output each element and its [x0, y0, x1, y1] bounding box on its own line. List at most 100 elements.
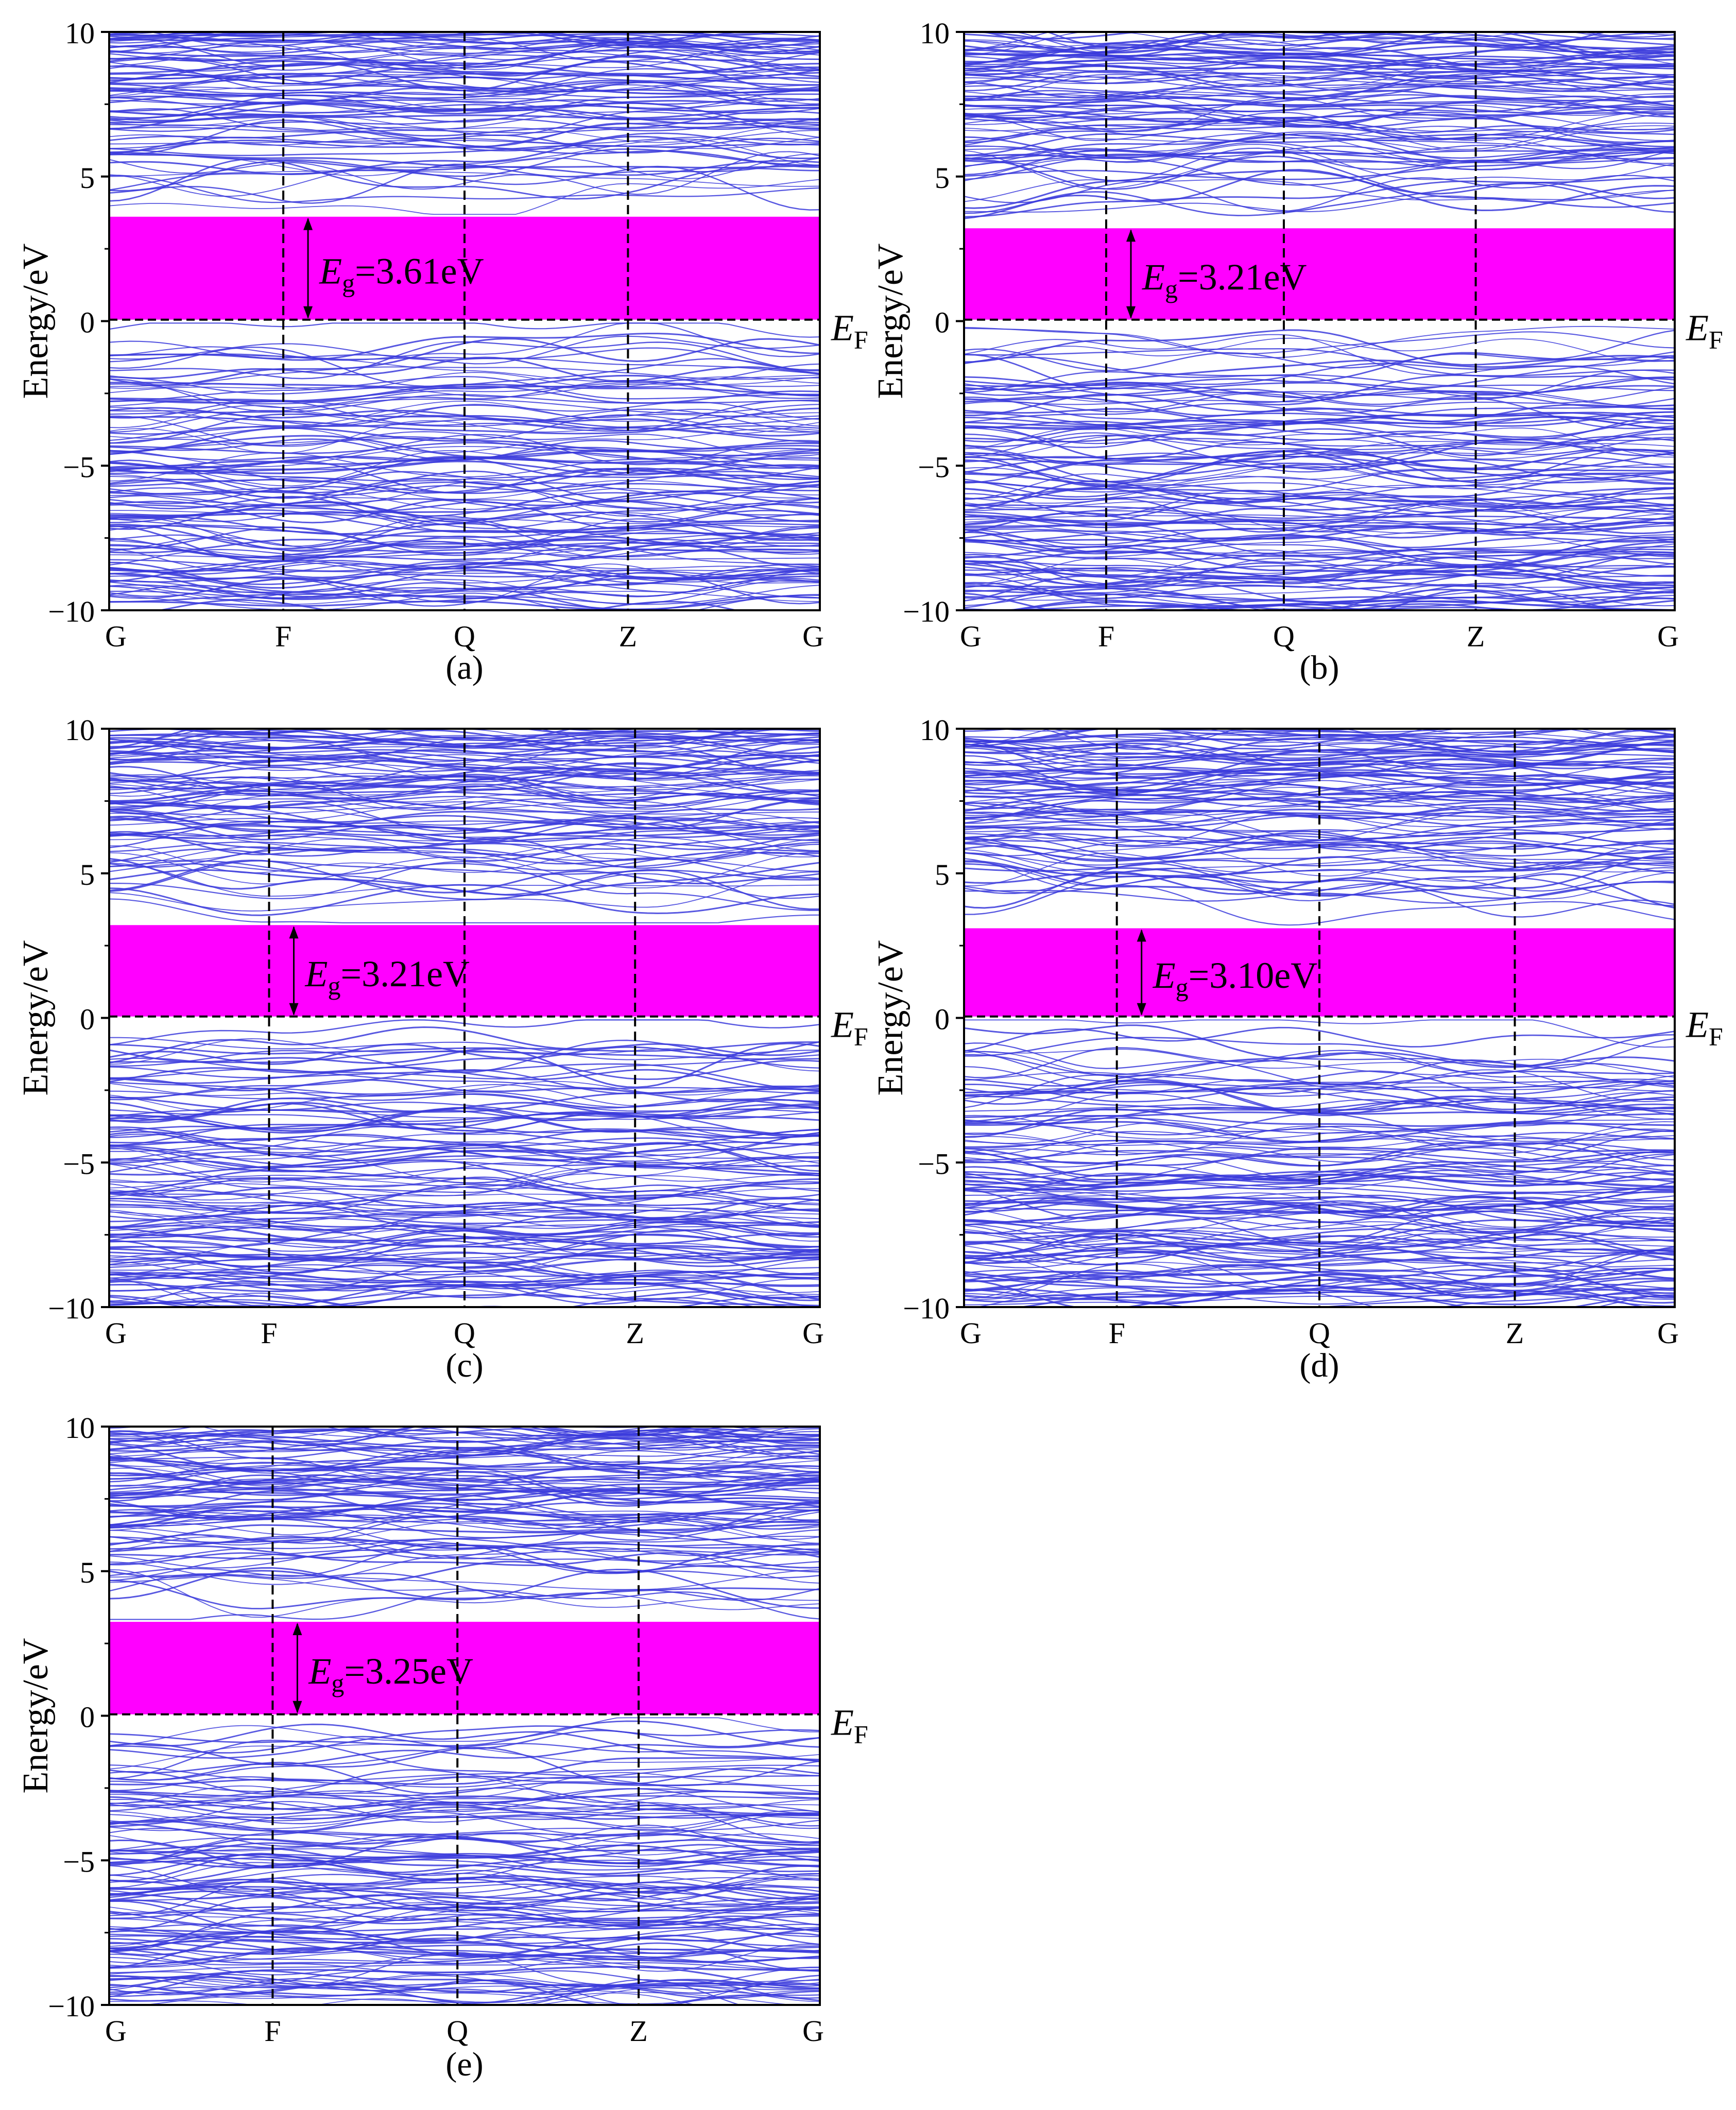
band-line: [964, 530, 1675, 558]
band-line: [964, 63, 1675, 80]
band-line: [109, 1878, 820, 1901]
band-line: [109, 1569, 820, 1590]
band-line: [109, 729, 715, 739]
band-line: [109, 1132, 820, 1162]
k-point-label: Q: [1273, 620, 1295, 653]
band-line: [109, 135, 820, 176]
band-line: [109, 404, 820, 428]
band-line: [964, 1166, 1675, 1193]
band-line: [964, 182, 1675, 216]
band-line: [964, 111, 1675, 135]
band-line: [964, 499, 1675, 519]
band-line: [109, 1913, 820, 1950]
k-point-label: Z: [1467, 620, 1485, 653]
band-line: [109, 1962, 820, 1974]
band-line: [964, 554, 1675, 587]
y-tick-label: 10: [65, 713, 95, 747]
band-line: [109, 1837, 820, 1866]
band-gap-region: [964, 228, 1675, 320]
fermi-label: EF: [1686, 1004, 1723, 1051]
band-line: [964, 1121, 1675, 1143]
band-line: [964, 572, 1675, 602]
gap-label: Eg=3.21eV: [305, 953, 470, 1000]
y-axis-label: Energy/eV: [871, 244, 910, 399]
band-line: [964, 427, 1675, 450]
k-point-label: G: [802, 2014, 824, 2048]
band-line: [109, 1569, 820, 1618]
band-line: [109, 1409, 820, 1425]
band-line: [964, 328, 1675, 354]
band-line: [964, 95, 1675, 107]
band-line: [1040, 729, 1675, 750]
band-line: [109, 89, 820, 110]
band-line: [109, 1523, 820, 1545]
k-point-label: Z: [629, 2014, 647, 2048]
band-line: [964, 376, 1675, 400]
band-line: [109, 518, 820, 549]
y-tick-label: −10: [903, 1292, 950, 1325]
band-line: [109, 1811, 820, 1835]
band-line: [964, 416, 1675, 431]
band-line: [109, 1828, 820, 1852]
band-line: [964, 1147, 1675, 1163]
band-line: [109, 1768, 820, 1791]
band-line: [964, 1034, 1675, 1067]
k-point-label: Q: [446, 2014, 468, 2048]
band-line: [964, 856, 1675, 878]
gap-arrow-head-top: [1137, 929, 1146, 942]
k-point-label: Z: [1506, 1316, 1524, 1350]
band-line: [1438, 1292, 1675, 1307]
band-line: [109, 729, 820, 742]
gap-arrow-head-bottom: [1137, 1003, 1146, 1016]
band-line: [109, 863, 820, 897]
band-lines: [109, 1409, 820, 2005]
band-line: [964, 481, 1675, 509]
band-line: [109, 1067, 820, 1089]
k-point-label: F: [261, 1316, 277, 1350]
band-line: [109, 1462, 820, 1483]
band-line: [109, 1928, 820, 1958]
band-line: [964, 455, 1675, 483]
band-line: [964, 54, 1675, 77]
k-point-label: G: [960, 620, 982, 653]
band-line: [964, 1259, 1675, 1291]
band-line: [964, 858, 1675, 902]
band-line: [964, 1114, 1675, 1140]
k-point-label: G: [105, 1316, 127, 1350]
band-gap-region: [964, 928, 1675, 1017]
band-line: [109, 179, 820, 215]
band-line: [109, 1037, 820, 1060]
band-gap-region: [109, 925, 820, 1017]
band-line: [964, 587, 1675, 610]
band-line: [109, 1505, 820, 1528]
y-tick-label: 0: [80, 1701, 95, 1734]
band-line: [964, 156, 1675, 208]
band-line: [109, 1983, 796, 2005]
band-line: [109, 1926, 820, 1952]
panel-label: (d): [1300, 1347, 1339, 1384]
band-line: [964, 411, 1675, 427]
band-line: [109, 1978, 820, 2005]
band-line: [109, 49, 820, 84]
band-line: [109, 452, 820, 469]
band-line: [109, 1246, 820, 1261]
band-line: [109, 1494, 820, 1519]
band-line: [355, 1427, 769, 1444]
band-line: [109, 415, 820, 441]
band-line: [964, 363, 1675, 396]
band-line: [964, 169, 1675, 211]
band-line: [964, 147, 1675, 158]
band-line: [109, 1854, 820, 1877]
band-line: [109, 431, 820, 457]
y-tick-label: −5: [63, 450, 95, 484]
band-line: [109, 1916, 820, 1947]
y-tick-label: −5: [63, 1845, 95, 1878]
k-point-label: Q: [454, 1316, 475, 1350]
band-line: [109, 1530, 820, 1559]
band-line: [964, 1200, 1675, 1233]
k-point-label: F: [1109, 1316, 1125, 1350]
band-line: [109, 1504, 820, 1523]
panel-e: Eg=3.25eV −10 −5 0 5 10 G F Q Z G Energy/eV EF (e): [16, 1409, 868, 2083]
band-line: [188, 729, 748, 741]
band-line: [109, 1467, 820, 1480]
